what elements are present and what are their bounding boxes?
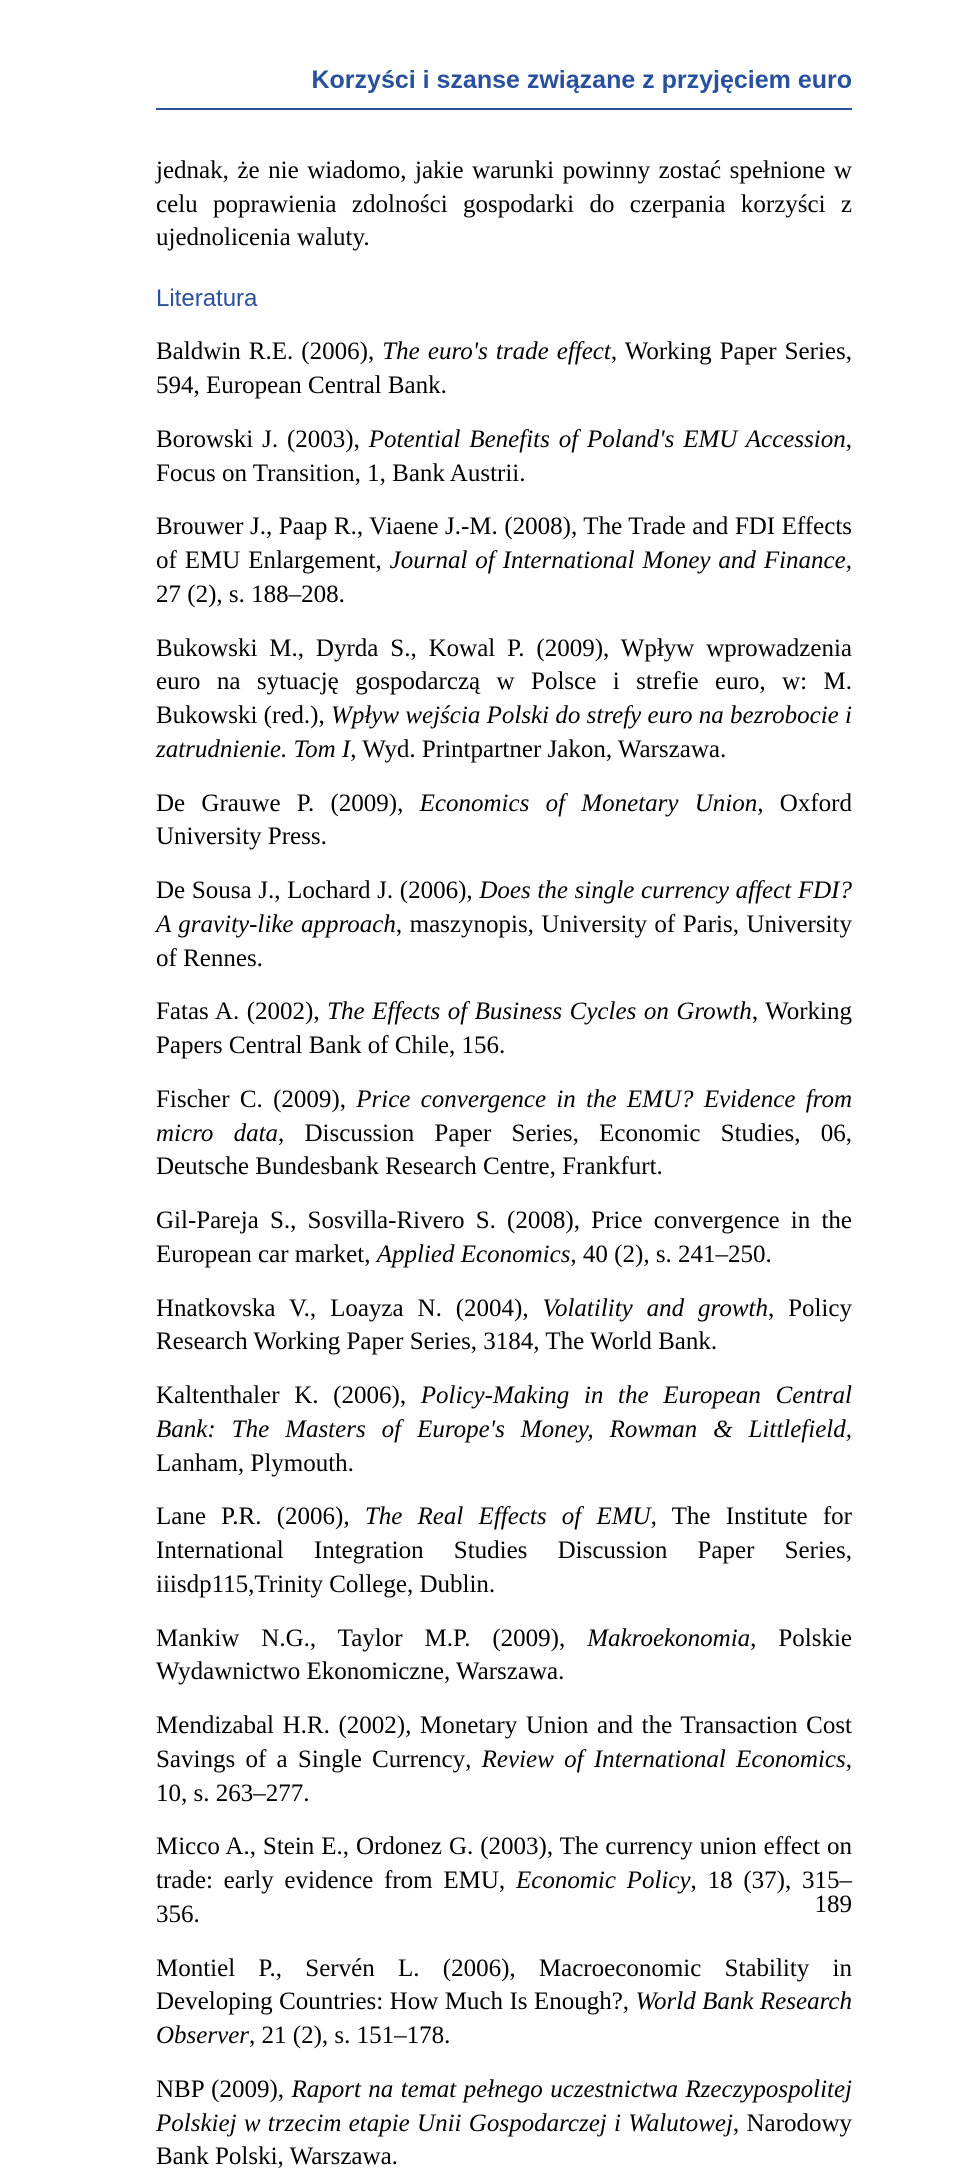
- section-title-literatura: Literatura: [156, 283, 852, 315]
- header-rule: [156, 108, 852, 110]
- bibliography-entry: Fatas A. (2002), The Effects of Business…: [156, 995, 852, 1063]
- bibliography-entry: Hnatkovska V., Loayza N. (2004), Volatil…: [156, 1292, 852, 1360]
- bibliography-entry: Fischer C. (2009), Price convergence in …: [156, 1083, 852, 1184]
- bibliography-entry: De Grauwe P. (2009), Economics of Moneta…: [156, 787, 852, 855]
- bibliography-entry: Mendizabal H.R. (2002), Monetary Union a…: [156, 1709, 852, 1810]
- page-root: Korzyści i szanse związane z przyjęciem …: [0, 0, 960, 1968]
- bibliography-entry: Borowski J. (2003), Potential Benefits o…: [156, 423, 852, 491]
- bibliography-entry: Baldwin R.E. (2006), The euro's trade ef…: [156, 335, 852, 403]
- intro-paragraph: jednak, że nie wiadomo, jakie warunki po…: [156, 154, 852, 255]
- bibliography-list: Baldwin R.E. (2006), The euro's trade ef…: [156, 335, 852, 2174]
- running-head: Korzyści i szanse związane z przyjęciem …: [156, 64, 852, 98]
- bibliography-entry: De Sousa J., Lochard J. (2006), Does the…: [156, 874, 852, 975]
- bibliography-entry: Kaltenthaler K. (2006), Policy-Making in…: [156, 1379, 852, 1480]
- bibliography-entry: Micco A., Stein E., Ordonez G. (2003), T…: [156, 1830, 852, 1931]
- page-number: 189: [815, 1888, 853, 1922]
- bibliography-entry: Brouwer J., Paap R., Viaene J.-M. (2008)…: [156, 510, 852, 611]
- bibliography-entry: Bukowski M., Dyrda S., Kowal P. (2009), …: [156, 632, 852, 767]
- bibliography-entry: NBP (2009), Raport na temat pełnego ucze…: [156, 2073, 852, 2174]
- bibliography-entry: Mankiw N.G., Taylor M.P. (2009), Makroek…: [156, 1622, 852, 1690]
- bibliography-entry: Lane P.R. (2006), The Real Effects of EM…: [156, 1500, 852, 1601]
- bibliography-entry: Montiel P., Servén L. (2006), Macroecono…: [156, 1952, 852, 2053]
- bibliography-entry: Gil-Pareja S., Sosvilla-Rivero S. (2008)…: [156, 1204, 852, 1272]
